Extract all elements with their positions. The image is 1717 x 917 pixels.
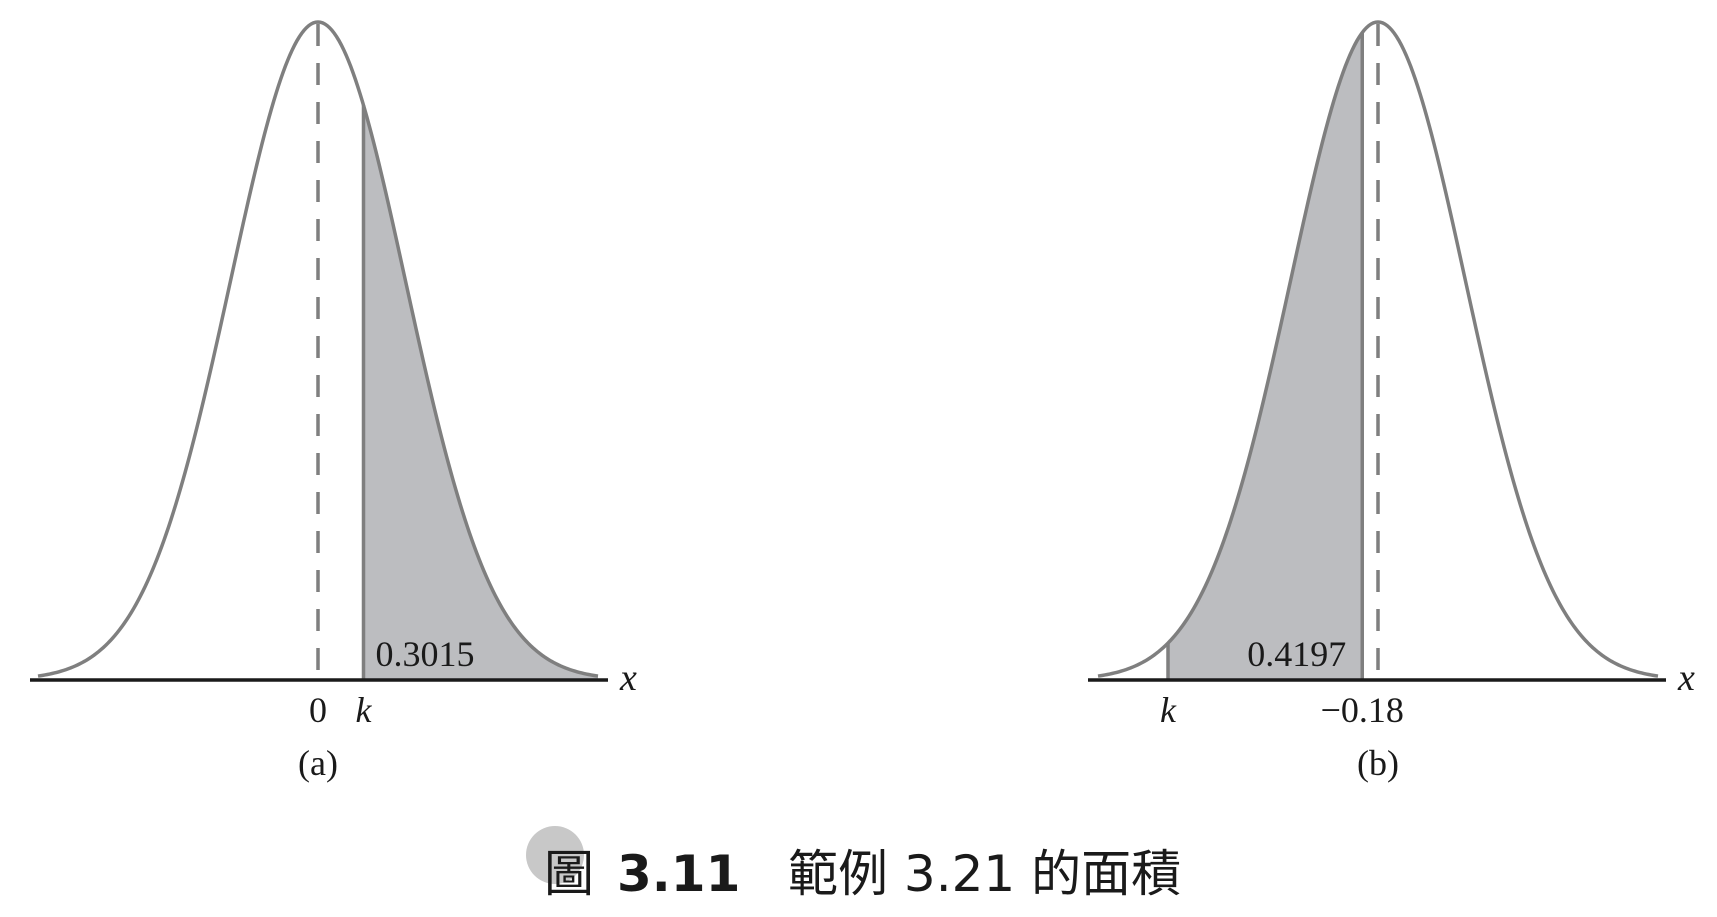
caption-badge-circle [526,826,584,884]
x-axis-label-a: x [619,657,637,699]
tick-label-b-minus018: −0.18 [1321,690,1404,730]
figure-number: 3.11 [617,845,740,903]
figure-caption-text: 範例 3.21 的面積 [788,845,1181,903]
panel-a: 0.3015 x 0 k (a) [30,20,637,783]
tick-label-a-0: 0 [309,690,327,730]
tick-label-a-k: k [356,690,373,730]
figure-caption: 圖 3.11 範例 3.21 的面積 [526,826,1181,903]
x-axis-label-b: x [1677,657,1695,699]
panel-label-a: (a) [298,743,338,783]
shaded-area-a [363,105,598,680]
panel-b: 0.4197 x k −0.18 (b) [1088,20,1695,783]
panel-label-b: (b) [1357,743,1399,783]
shaded-area-b [1168,32,1363,680]
normal-curve-b [1097,20,1659,678]
figure-label: 圖 [544,845,594,903]
tick-label-b-k: k [1160,690,1177,730]
normal-curve-a [37,20,599,678]
area-value-label-a: 0.3015 [376,634,475,674]
area-value-label-b: 0.4197 [1247,634,1346,674]
